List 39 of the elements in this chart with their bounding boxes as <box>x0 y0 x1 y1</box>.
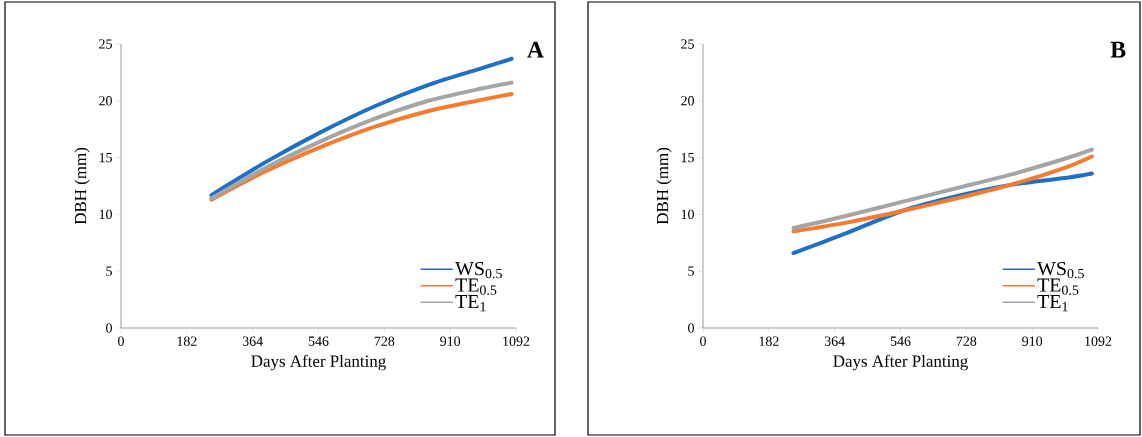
x-axis-title: Days After Planting <box>251 354 386 371</box>
legend-label: WS$_{0.5}$ <box>455 261 502 279</box>
y-axis-title: DBH (mm) <box>656 147 672 225</box>
y-tick-label: 10 <box>681 209 694 220</box>
x-tick-label: 364 <box>824 336 845 346</box>
x-tick-label: 182 <box>177 336 197 346</box>
legend-label: TE$_{0.5}$ <box>455 278 497 295</box>
y-tick-label: 15 <box>681 152 694 163</box>
x-tick-label: 546 <box>308 336 329 346</box>
y-axis-title: DBH (mm) <box>74 147 90 225</box>
x-axis-title: Days After Planting <box>833 354 968 371</box>
x-tick-label: 728 <box>956 336 977 346</box>
x-tick-label: 0 <box>118 336 124 346</box>
chart-title: B <box>1110 41 1126 58</box>
y-tick-label: 0 <box>688 323 694 333</box>
y-tick-label: 25 <box>99 39 112 49</box>
y-tick-label: 10 <box>99 209 112 220</box>
x-tick-label: 546 <box>890 336 911 346</box>
legend-label: WS$_{0.5}$ <box>1037 261 1084 279</box>
x-tick-label: 910 <box>440 336 461 346</box>
x-tick-label: 364 <box>242 336 263 346</box>
legend-label: TE$_{1}$ <box>1037 295 1068 312</box>
y-tick-label: 20 <box>681 96 694 106</box>
x-tick-label: 910 <box>1022 336 1043 346</box>
y-tick-label: 25 <box>681 39 694 49</box>
y-tick-label: 20 <box>99 96 112 106</box>
y-tick-label: 5 <box>106 266 112 276</box>
legend-label: TE$_{0.5}$ <box>1037 278 1079 295</box>
legend-label: TE$_{1}$ <box>455 295 486 312</box>
x-tick-label: 1092 <box>503 336 530 346</box>
y-tick-label: 0 <box>106 323 112 333</box>
x-tick-label: 728 <box>374 336 395 346</box>
line-series <box>209 56 514 198</box>
chart-title: A <box>527 41 544 58</box>
x-tick-label: 0 <box>700 336 706 346</box>
y-tick-label: 5 <box>688 266 694 276</box>
x-tick-label: 1092 <box>1085 336 1112 346</box>
y-tick-label: 15 <box>99 152 112 163</box>
x-tick-label: 182 <box>759 336 779 346</box>
